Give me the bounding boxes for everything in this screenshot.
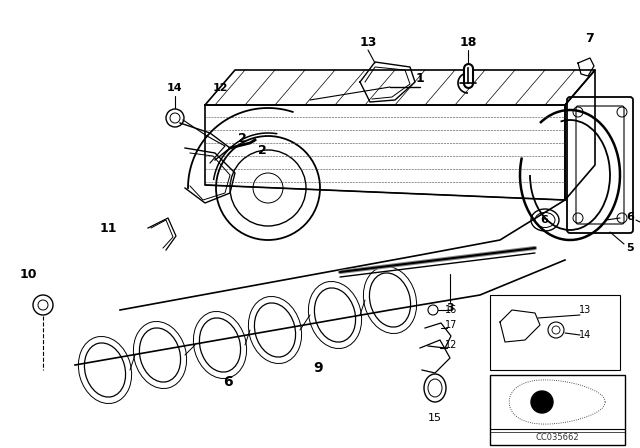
Text: 5: 5 (626, 243, 634, 253)
Circle shape (531, 391, 553, 413)
Text: 17: 17 (445, 320, 457, 330)
Text: 7: 7 (586, 31, 595, 44)
Text: 13: 13 (579, 305, 591, 315)
Text: 2: 2 (237, 132, 246, 145)
Text: 6: 6 (540, 215, 548, 225)
Text: 15: 15 (428, 413, 442, 423)
Text: 14: 14 (167, 83, 183, 93)
Text: 12: 12 (212, 83, 228, 93)
Text: 11: 11 (99, 221, 116, 234)
Text: 1: 1 (415, 72, 424, 85)
Text: 18: 18 (460, 35, 477, 48)
Text: 2: 2 (258, 143, 266, 156)
Text: 16: 16 (445, 305, 457, 315)
Text: 14: 14 (579, 330, 591, 340)
Text: 10: 10 (19, 268, 36, 281)
Text: 13: 13 (359, 35, 377, 48)
Text: 3: 3 (446, 303, 454, 313)
Text: 12: 12 (445, 340, 457, 350)
Text: 9: 9 (313, 361, 323, 375)
Text: 6: 6 (626, 212, 634, 222)
Text: CC035662: CC035662 (536, 434, 579, 443)
Text: 6: 6 (223, 375, 233, 389)
